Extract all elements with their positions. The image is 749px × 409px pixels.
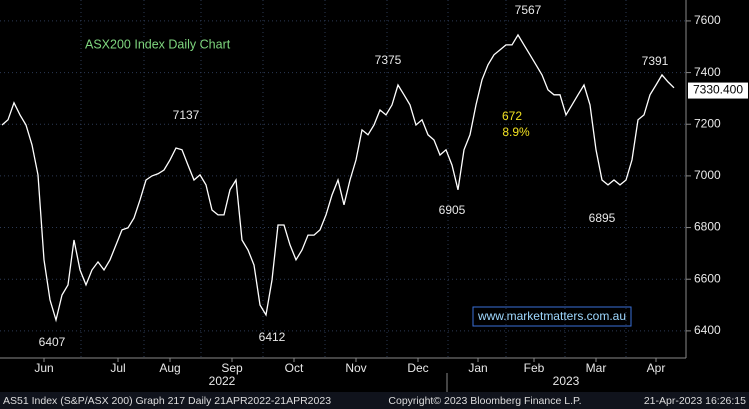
move-percent: 8.9% <box>502 125 530 139</box>
trough-label: 6412 <box>259 330 286 344</box>
trough-label: 6407 <box>39 335 66 349</box>
x-tick-label: Sep <box>221 361 243 375</box>
peak-label: 7375 <box>375 53 402 67</box>
year-label: 2022 <box>209 374 236 388</box>
x-tick-label: Nov <box>345 361 366 375</box>
y-tick-label: 6600 <box>694 271 721 285</box>
footer-right: 21-Apr-2023 16:26:15 <box>644 395 746 407</box>
y-tick-label: 6400 <box>694 323 721 337</box>
peak-label: 7567 <box>515 3 542 17</box>
y-tick-label: 6800 <box>694 220 721 234</box>
x-tick-label: Aug <box>159 361 180 375</box>
trough-label: 6895 <box>589 211 616 225</box>
trough-label: 6905 <box>439 203 466 217</box>
y-tick-label: 7000 <box>694 168 721 182</box>
price-line <box>1 33 675 323</box>
peak-label: 7391 <box>642 54 669 68</box>
footer-center: Copyright© 2023 Bloomberg Finance L.P. <box>388 395 581 407</box>
x-tick-label: Oct <box>285 361 304 375</box>
x-tick-label: Apr <box>647 361 666 375</box>
website-box <box>472 306 632 327</box>
x-tick-label: Jun <box>34 361 53 375</box>
y-tick-label: 7600 <box>694 13 721 27</box>
footer-left: AS51 Index (S&P/ASX 200) Graph 217 Daily… <box>3 395 331 407</box>
x-tick-label: Mar <box>586 361 607 375</box>
last-price-box <box>688 82 748 99</box>
x-tick-label: Jan <box>468 361 487 375</box>
move-points: 672 <box>502 109 522 123</box>
y-tick-label: 7200 <box>694 116 721 130</box>
x-tick-label: Dec <box>407 361 428 375</box>
chart-title: ASX200 Index Daily Chart <box>85 37 231 51</box>
website: www.marketmatters.com.au <box>477 309 626 323</box>
y-tick-label: 7400 <box>694 65 721 79</box>
footer-band <box>0 392 749 409</box>
peak-label: 7137 <box>173 108 200 122</box>
last-price-label: 7330.400 <box>693 83 743 97</box>
x-tick-label: Feb <box>524 361 545 375</box>
year-label: 2023 <box>553 374 580 388</box>
x-tick-label: Jul <box>110 361 125 375</box>
